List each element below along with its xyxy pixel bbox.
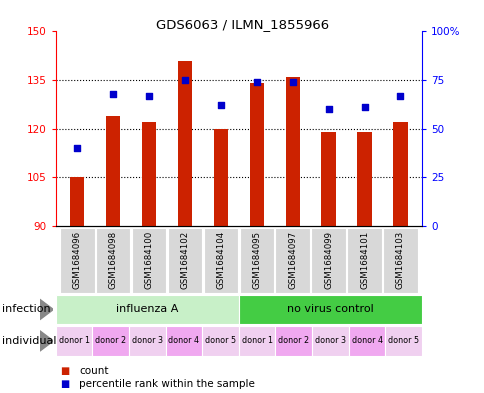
- Bar: [60, 228, 94, 293]
- Bar: [96, 228, 130, 293]
- Bar: [393, 122, 407, 226]
- Point: [216, 102, 224, 108]
- Bar: [275, 228, 309, 293]
- Text: donor 1: donor 1: [241, 336, 272, 345]
- Point: [288, 79, 296, 85]
- Text: donor 3: donor 3: [314, 336, 345, 345]
- Bar: [92, 326, 129, 356]
- Text: GSM1684096: GSM1684096: [73, 231, 82, 289]
- Text: donor 3: donor 3: [132, 336, 163, 345]
- Text: GSM1684095: GSM1684095: [252, 231, 261, 289]
- Bar: [56, 326, 92, 356]
- Bar: [357, 132, 371, 226]
- Text: GSM1684102: GSM1684102: [180, 231, 189, 290]
- Text: donor 2: donor 2: [95, 336, 126, 345]
- Bar: [167, 228, 202, 293]
- Bar: [203, 228, 238, 293]
- Bar: [239, 326, 275, 356]
- Text: GSM1684097: GSM1684097: [287, 231, 297, 289]
- Bar: [106, 116, 120, 226]
- Bar: [285, 77, 299, 226]
- Text: donor 4: donor 4: [168, 336, 199, 345]
- Text: GSM1684098: GSM1684098: [108, 231, 118, 289]
- Bar: [202, 326, 239, 356]
- Bar: [213, 129, 227, 226]
- Text: ■: ■: [60, 366, 70, 376]
- Point: [396, 92, 404, 99]
- Text: donor 4: donor 4: [351, 336, 382, 345]
- Bar: [239, 228, 273, 293]
- Text: GSM1684100: GSM1684100: [144, 231, 153, 290]
- Polygon shape: [40, 299, 53, 320]
- Text: infection: infection: [2, 305, 51, 314]
- Point: [145, 92, 152, 99]
- Bar: [382, 228, 417, 293]
- Bar: [129, 326, 166, 356]
- Text: donor 2: donor 2: [278, 336, 309, 345]
- Text: ■: ■: [60, 379, 70, 389]
- Polygon shape: [40, 331, 53, 351]
- Bar: [166, 326, 202, 356]
- Bar: [311, 228, 345, 293]
- Text: GSM1684103: GSM1684103: [395, 231, 404, 290]
- Text: no virus control: no virus control: [287, 305, 373, 314]
- Bar: [321, 132, 335, 226]
- Text: GSM1684101: GSM1684101: [359, 231, 368, 290]
- Point: [253, 79, 260, 85]
- Point: [324, 106, 332, 112]
- Bar: [239, 295, 421, 324]
- Text: donor 5: donor 5: [387, 336, 418, 345]
- Bar: [249, 83, 263, 226]
- Bar: [178, 61, 192, 226]
- Text: GSM1684099: GSM1684099: [323, 231, 333, 289]
- Bar: [312, 326, 348, 356]
- Bar: [275, 326, 312, 356]
- Bar: [348, 326, 384, 356]
- Bar: [142, 122, 156, 226]
- Bar: [347, 228, 381, 293]
- Text: influenza A: influenza A: [116, 305, 178, 314]
- Bar: [384, 326, 421, 356]
- Text: GDS6063 / ILMN_1855966: GDS6063 / ILMN_1855966: [156, 18, 328, 31]
- Point: [73, 145, 81, 151]
- Point: [109, 90, 117, 97]
- Bar: [132, 228, 166, 293]
- Point: [181, 77, 188, 83]
- Text: count: count: [79, 366, 108, 376]
- Bar: [70, 177, 84, 226]
- Point: [360, 104, 368, 110]
- Text: individual: individual: [2, 336, 57, 346]
- Text: GSM1684104: GSM1684104: [216, 231, 225, 290]
- Text: donor 5: donor 5: [205, 336, 236, 345]
- Text: donor 1: donor 1: [59, 336, 90, 345]
- Bar: [56, 295, 239, 324]
- Text: percentile rank within the sample: percentile rank within the sample: [79, 379, 255, 389]
